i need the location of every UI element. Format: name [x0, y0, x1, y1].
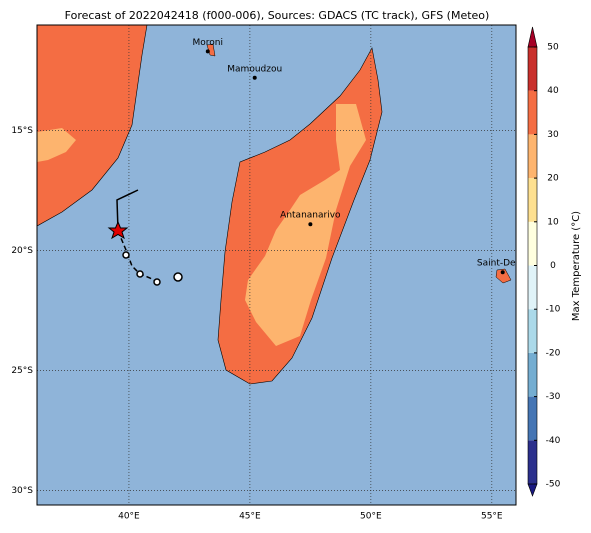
- y-tick-label: 15°S: [11, 126, 33, 136]
- storm-position: [107, 220, 129, 240]
- y-tick-label: 25°S: [11, 366, 33, 376]
- x-tick-label: 55°E: [481, 512, 503, 522]
- x-tick-label: 40°E: [118, 512, 140, 522]
- colorbar-tick-label: -20: [546, 348, 561, 358]
- colorbar: -50 -40 -30 -20 -10 0 10 20 30 40 50: [527, 26, 561, 497]
- colorbar-under: [527, 483, 538, 497]
- mainland-warm: [37, 128, 76, 162]
- colorbar-tick-label: 0: [550, 261, 556, 271]
- cities: Moroni Mamoudzou Antananarivo Saint-Denis: [193, 38, 529, 275]
- grid: [37, 25, 516, 505]
- city-label: Mamoudzou: [227, 64, 282, 74]
- x-tick-label: 50°E: [360, 512, 382, 522]
- y-tick-label: 20°S: [11, 246, 33, 256]
- city-label: Moroni: [193, 38, 224, 48]
- colorbar-segment: [528, 352, 537, 397]
- x-tick-label: 45°E: [239, 512, 261, 522]
- colorbar-segment: [528, 309, 537, 353]
- map-frame: [36, 24, 517, 506]
- colorbar-tick-label: -40: [546, 436, 561, 446]
- colorbar-label: Max Temperature (°C): [571, 211, 582, 321]
- reunion: [495, 268, 512, 284]
- track-point: [153, 278, 161, 286]
- map-area: Moroni Mamoudzou Antananarivo Saint-Denis: [37, 25, 529, 505]
- colorbar-segment: [528, 47, 537, 91]
- mainland: [37, 25, 148, 227]
- city-dot: [308, 222, 313, 227]
- track-point: [136, 270, 144, 278]
- colorbar-tick-label: 20: [547, 174, 559, 184]
- city-label: Saint-Denis: [477, 259, 529, 269]
- colorbar-tick-label: 50: [547, 43, 559, 53]
- colorbar-tick-label: 30: [547, 130, 559, 140]
- colorbar-segment: [528, 396, 537, 441]
- colorbar-tick-label: -30: [546, 392, 561, 402]
- colorbar-segment: [528, 265, 537, 310]
- colorbar-segment: [528, 221, 537, 266]
- storm-track: [107, 189, 183, 286]
- colorbar-segment: [528, 440, 537, 484]
- city-dot: [252, 75, 257, 80]
- city-dot: [205, 49, 210, 54]
- city-label: Antananarivo: [280, 211, 341, 221]
- colorbar-tick-label: -10: [546, 305, 561, 315]
- map-title: Forecast of 2022042418 (f000-006), Sourc…: [65, 9, 490, 22]
- colorbar-tick-label: 10: [547, 217, 559, 227]
- y-tick-label: 30°S: [11, 486, 33, 496]
- track-point: [173, 272, 183, 282]
- colorbar-tick-label: 40: [547, 86, 559, 96]
- colorbar-over: [527, 26, 538, 48]
- track-line: [116, 189, 139, 231]
- city-dot: [500, 270, 505, 275]
- colorbar-segment: [528, 134, 537, 179]
- track-forecast: [117, 230, 158, 283]
- track-point: [122, 251, 130, 259]
- colorbar-segment: [528, 90, 537, 135]
- colorbar-segment: [528, 178, 537, 222]
- colorbar-tick-label: -50: [546, 480, 561, 490]
- madagascar-warm: [245, 104, 366, 346]
